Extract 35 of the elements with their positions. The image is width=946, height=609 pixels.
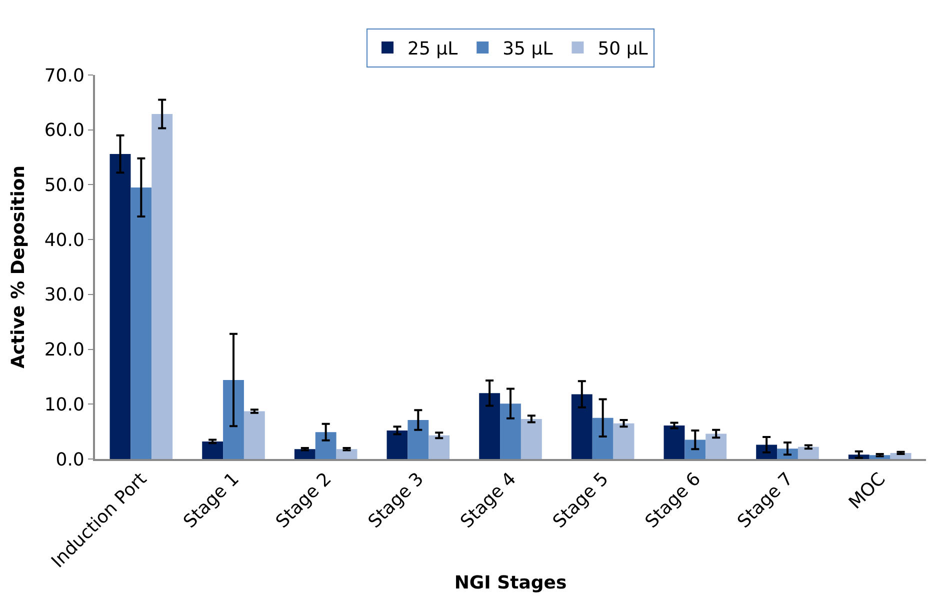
bar	[294, 449, 316, 459]
bar	[244, 411, 265, 459]
bar	[592, 418, 614, 459]
y-tick-label: 0.0	[56, 449, 84, 470]
bar	[613, 423, 634, 459]
bar	[664, 426, 685, 459]
bar	[110, 154, 131, 459]
bar	[684, 440, 706, 459]
bar	[336, 449, 358, 459]
y-tick-label: 50.0	[44, 175, 84, 196]
bar	[152, 114, 173, 459]
y-tick-label: 10.0	[44, 394, 84, 416]
y-tick-label: 40.0	[44, 230, 84, 251]
bar	[130, 187, 152, 459]
x-axis-title: NGI Stages	[454, 572, 567, 594]
legend-label: 50 µL	[598, 38, 648, 60]
y-tick-label: 60.0	[44, 120, 84, 142]
bar	[500, 404, 521, 459]
y-axis-title: Active % Deposition	[8, 165, 30, 369]
bar	[315, 432, 336, 459]
bar	[571, 394, 592, 459]
bar	[408, 420, 429, 459]
bar	[798, 446, 819, 459]
bar	[202, 441, 224, 459]
y-tick-label: 70.0	[44, 65, 84, 86]
y-tick-label: 30.0	[44, 284, 84, 306]
y-tick-label: 20.0	[44, 340, 84, 361]
bar	[706, 434, 727, 459]
bar	[386, 430, 408, 459]
bar	[223, 380, 244, 459]
bar	[428, 435, 450, 459]
legend-label: 25 µL	[408, 38, 458, 60]
bar	[479, 393, 500, 459]
legend-label: 35 µL	[502, 38, 553, 60]
bar	[520, 418, 542, 459]
